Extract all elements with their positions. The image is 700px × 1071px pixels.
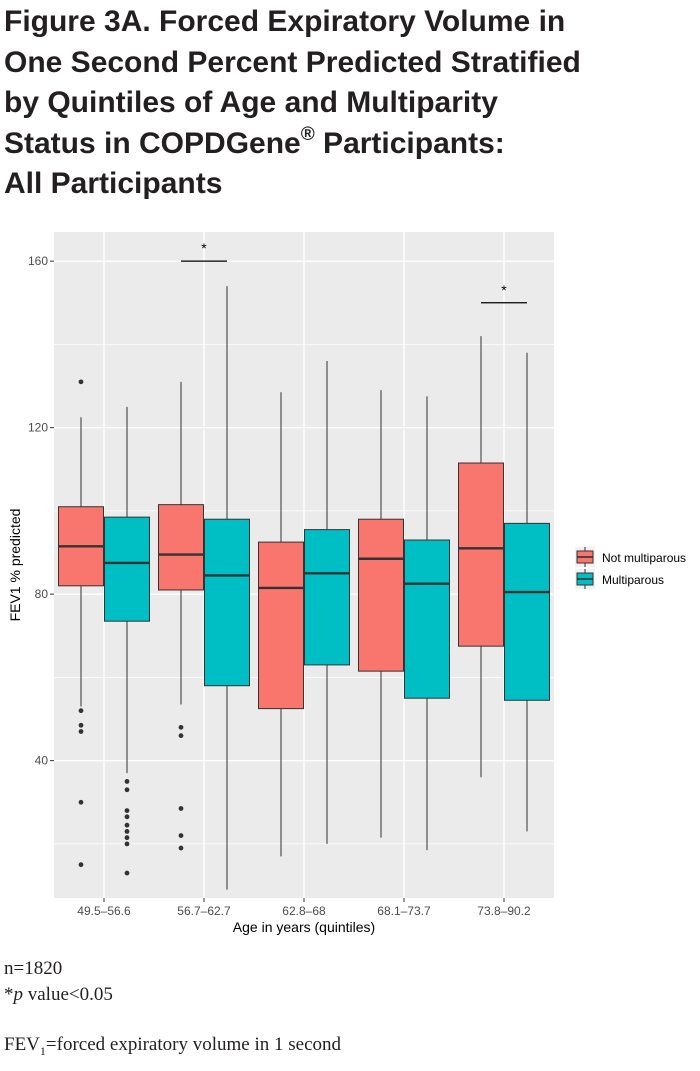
fev-suffix: =forced expiratory volume in 1 second: [45, 1034, 341, 1055]
y-axis: 40 80 120 160: [28, 254, 54, 768]
outlier-point: [78, 799, 84, 805]
title-line-4: Status in COPDGene: [4, 126, 301, 160]
outlier-point: [178, 724, 184, 730]
outlier-point: [124, 808, 130, 813]
box-multiparous: [504, 352, 550, 832]
x-tick-label: 68.1–73.7: [377, 904, 431, 918]
box-not-multiparous: [358, 390, 404, 838]
box-multiparous: [404, 396, 450, 851]
outlier-point: [78, 708, 84, 714]
box-multiparous: [104, 406, 150, 876]
box-not-multiparous: [258, 392, 304, 857]
box-series: [58, 286, 550, 890]
outlier-point: [124, 870, 130, 876]
title-line-1: Figure 3A. Forced Expiratory Volume in: [4, 5, 566, 38]
title-line-3: by Quintiles of Age and Multiparity: [4, 86, 498, 119]
outlier-point: [124, 835, 130, 841]
box-iqr: [158, 504, 204, 591]
fev-subscript: 1: [39, 1043, 46, 1058]
title-line-5: All Participants: [4, 167, 223, 200]
box-multiparous: [204, 286, 250, 890]
outlier-point: [178, 833, 184, 838]
y-tick-label: 40: [35, 754, 49, 768]
outlier-point: [178, 733, 184, 739]
title-line-4-suffix: Participants:: [314, 126, 505, 160]
y-axis-label: FEV1 % predicted: [7, 509, 23, 622]
outlier-point: [78, 379, 84, 385]
x-axis-label: Age in years (quintiles): [233, 919, 375, 935]
box-multiparous: [304, 361, 350, 844]
box-not-multiparous: [458, 336, 504, 778]
outlier-point: [124, 779, 130, 784]
box-iqr: [504, 522, 550, 701]
x-tick-label: 49.5–56.6: [77, 904, 131, 918]
fev-definition-note: FEV1=forced expiratory volume in 1 secon…: [4, 1034, 341, 1059]
y-tick-label: 80: [35, 587, 49, 601]
title-line-2: One Second Percent Predicted Stratified: [4, 45, 581, 79]
box-not-multiparous: [158, 381, 204, 851]
legend-item: Multiparous: [575, 569, 664, 589]
fev-prefix: FEV: [4, 1034, 40, 1055]
x-tick-label: 73.8–90.2: [477, 904, 531, 918]
outlier-point: [178, 806, 184, 811]
box-iqr: [204, 518, 250, 687]
outlier-point: [124, 822, 130, 828]
x-axis: 49.5–56.6 56.7–62.7 62.8–68 68.1–73.7 73.8–9…: [77, 898, 531, 918]
legend-label: Multiparous: [602, 573, 664, 587]
outlier-point: [124, 829, 130, 834]
outlier-point: [124, 841, 130, 847]
figure-title: Figure 3A. Forced Expiratory Volume in O…: [4, 2, 694, 205]
outlier-point: [124, 814, 130, 820]
y-tick-label: 120: [28, 421, 48, 435]
outlier-point: [124, 787, 130, 793]
significance-annotations: **: [181, 240, 527, 304]
significance-star: *: [201, 240, 207, 256]
p-value-suffix: value<0.05: [23, 984, 113, 1005]
outlier-point: [78, 862, 84, 868]
significance-star: *: [501, 282, 507, 298]
box-iqr: [104, 516, 150, 622]
legend-item: Not multiparous: [575, 547, 686, 567]
legend: Not multiparous Multiparous: [575, 547, 686, 589]
box-iqr: [258, 541, 304, 710]
box-iqr: [304, 529, 350, 666]
box-iqr: [404, 539, 450, 699]
outlier-point: [78, 722, 84, 728]
sample-size-note: n=1820: [4, 958, 63, 979]
p-value-note: *p value<0.05: [4, 984, 113, 1006]
x-tick-label: 62.8–68: [282, 904, 326, 918]
outlier-point: [178, 845, 184, 851]
box-iqr: [458, 462, 504, 647]
registered-mark: ®: [300, 123, 315, 145]
p-value-italic: p: [13, 984, 24, 1005]
box-iqr: [358, 518, 404, 672]
box-not-multiparous: [58, 379, 104, 868]
legend-label: Not multiparous: [602, 551, 686, 565]
x-tick-label: 56.7–62.7: [177, 904, 231, 918]
outlier-point: [78, 729, 84, 734]
p-value-prefix: *: [4, 984, 14, 1005]
y-tick-label: 160: [28, 254, 48, 268]
